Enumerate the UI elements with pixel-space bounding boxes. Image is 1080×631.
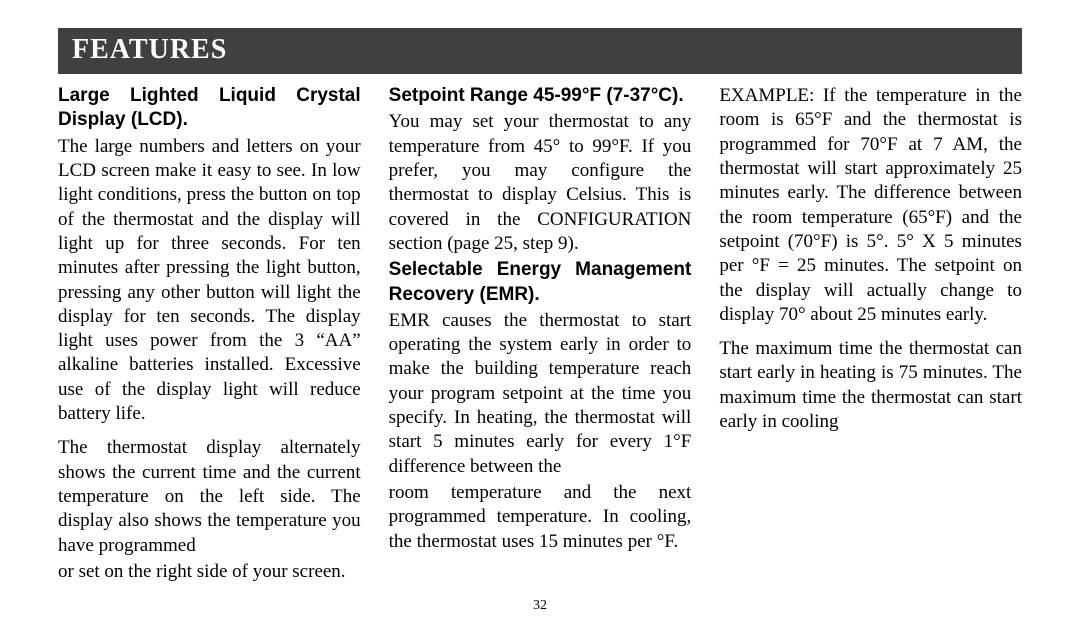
subhead-lcd: Large Lighted Liquid Crystal Display (LC…	[58, 84, 361, 133]
spacer	[719, 329, 1022, 337]
subhead-emr: Selectable Energy Management Recovery (E…	[389, 258, 692, 307]
subhead-setpoint: Setpoint Range 45-99°F (7-37°C).	[389, 84, 692, 108]
spacer	[389, 556, 692, 564]
manual-page: FEATURES Large Lighted Liquid Crystal Di…	[0, 0, 1080, 631]
para-lcd-3: or set on the right side of your screen.	[58, 560, 361, 584]
section-banner-title: FEATURES	[72, 34, 227, 65]
spacer	[58, 428, 361, 436]
para-emr-max: The maximum time the thermostat can star…	[719, 337, 1022, 434]
para-emr-example: EXAMPLE: If the temperature in the room …	[719, 84, 1022, 327]
section-banner: FEATURES	[58, 28, 1022, 74]
para-lcd-1: The large numbers and letters on your LC…	[58, 135, 361, 427]
page-number: 32	[58, 598, 1022, 614]
para-emr-1: EMR causes the thermostat to start opera…	[389, 309, 692, 479]
para-setpoint-1: You may set your thermostat to any tempe…	[389, 110, 692, 256]
para-lcd-2: The thermostat display alternately shows…	[58, 436, 361, 558]
para-emr-2: room temperature and the next programmed…	[389, 481, 692, 554]
body-columns: Large Lighted Liquid Crystal Display (LC…	[58, 84, 1022, 594]
